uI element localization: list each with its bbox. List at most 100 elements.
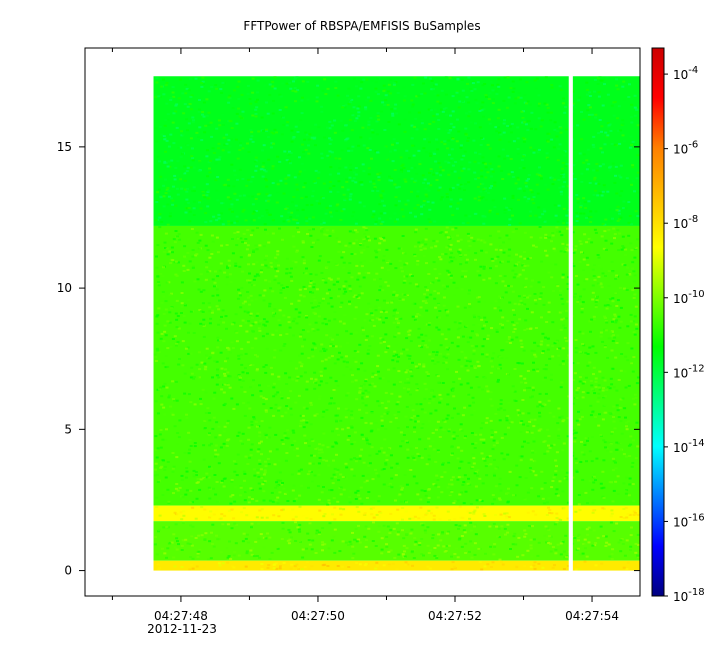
spectrogram-speckle <box>258 329 262 332</box>
spectrogram-speckle <box>408 517 412 520</box>
spectrogram-speckle <box>467 249 471 252</box>
spectrogram-speckle <box>210 265 214 268</box>
spectrogram-speckle <box>462 353 466 356</box>
spectrogram-speckle <box>364 380 368 383</box>
spectrogram-speckle <box>382 84 386 87</box>
spectrogram-speckle <box>513 471 517 474</box>
spectrogram-speckle <box>523 94 527 96</box>
spectrogram-speckle <box>633 106 637 109</box>
spectrogram-speckle <box>624 207 628 210</box>
spectrogram-speckle <box>235 523 239 526</box>
spectrogram-speckle <box>354 167 358 169</box>
spectrogram-speckle <box>468 550 471 553</box>
spectrogram-speckle <box>365 497 369 499</box>
spectrogram-speckle <box>410 99 414 102</box>
spectrogram-speckle <box>269 146 273 149</box>
spectrogram-speckle <box>464 254 468 257</box>
spectrogram-speckle <box>450 453 454 456</box>
spectrogram-speckle <box>180 474 184 477</box>
spectrogram-speckle <box>317 473 321 476</box>
spectrogram-speckle <box>295 249 299 252</box>
spectrogram-speckle <box>377 248 381 251</box>
spectrogram-speckle <box>408 111 412 114</box>
spectrogram-speckle <box>348 242 352 245</box>
spectrogram-speckle <box>223 425 227 428</box>
spectrogram-speckle <box>222 136 226 139</box>
spectrogram-speckle <box>626 325 630 328</box>
spectrogram-speckle <box>203 538 207 541</box>
spectrogram-speckle <box>396 401 400 403</box>
spectrogram-speckle <box>525 179 529 182</box>
spectrogram-speckle <box>299 294 303 297</box>
spectrogram-speckle <box>625 455 628 458</box>
spectrogram-speckle <box>473 316 476 319</box>
spectrogram-speckle <box>456 478 460 481</box>
spectrogram-speckle <box>449 122 453 125</box>
spectrogram-speckle <box>332 459 335 462</box>
spectrogram-speckle <box>624 438 628 441</box>
spectrogram-speckle <box>375 272 379 275</box>
spectrogram-speckle <box>635 109 639 111</box>
spectrogram-speckle <box>614 165 618 168</box>
spectrogram-speckle <box>365 395 369 398</box>
spectrogram-speckle <box>377 475 381 478</box>
spectrogram-speckle <box>426 289 429 292</box>
spectrogram-speckle <box>428 445 432 448</box>
spectrogram-speckle <box>399 156 403 159</box>
spectrogram-speckle <box>595 297 599 300</box>
spectrogram-speckle <box>335 453 338 456</box>
spectrogram-speckle <box>376 365 380 368</box>
spectrogram-speckle <box>550 240 553 243</box>
spectrogram-speckle <box>495 442 499 444</box>
spectrogram-speckle <box>334 476 337 479</box>
spectrogram-speckle <box>244 455 248 458</box>
spectrogram-speckle <box>416 260 420 262</box>
spectrogram-speckle <box>208 356 212 359</box>
spectrogram-speckle <box>362 150 366 153</box>
spectrogram-speckle <box>534 474 538 477</box>
spectrogram-speckle <box>278 227 281 230</box>
spectrogram-speckle <box>448 187 452 190</box>
spectrogram-speckle <box>309 401 313 404</box>
spectrogram-speckle <box>546 337 550 340</box>
spectrogram-speckle <box>475 513 479 516</box>
spectrogram-speckle <box>438 170 442 173</box>
spectrogram-speckle <box>481 196 485 199</box>
spectrogram-speckle <box>619 449 623 451</box>
spectrogram-speckle <box>374 421 378 424</box>
spectrogram-speckle <box>483 241 487 244</box>
spectrogram-speckle <box>203 362 207 365</box>
spectrogram-speckle <box>554 470 558 473</box>
spectrogram-speckle <box>599 434 603 436</box>
spectrogram-speckle <box>448 221 452 224</box>
spectrogram-speckle <box>433 297 437 300</box>
spectrogram-speckle <box>339 473 343 476</box>
spectrogram-speckle <box>621 245 625 247</box>
spectrogram-speckle <box>492 498 496 501</box>
spectrogram-speckle <box>254 244 258 247</box>
spectrogram-speckle <box>329 211 333 214</box>
spectrogram-speckle <box>208 171 212 174</box>
spectrogram-speckle <box>599 177 603 180</box>
spectrogram-speckle <box>277 282 281 285</box>
spectrogram-speckle <box>601 104 605 107</box>
spectrogram-speckle <box>461 516 465 519</box>
spectrogram-speckle <box>424 144 428 147</box>
spectrogram-speckle <box>491 494 495 497</box>
spectrogram-speckle <box>439 352 442 355</box>
spectrogram-speckle <box>226 196 230 199</box>
spectrogram-speckle <box>294 308 298 311</box>
spectrogram-speckle <box>519 96 523 99</box>
spectrogram-speckle <box>550 373 553 376</box>
spectrogram-speckle <box>392 367 396 370</box>
spectrogram-speckle <box>162 313 166 315</box>
spectrogram-speckle <box>201 80 205 83</box>
spectrogram-speckle <box>419 403 423 406</box>
spectrogram-speckle <box>157 282 160 285</box>
spectrogram-speckle <box>376 190 380 192</box>
spectrogram-speckle <box>600 194 604 197</box>
spectrogram-speckle <box>183 256 187 259</box>
spectrogram-speckle <box>345 180 349 183</box>
spectrogram-speckle <box>475 333 479 336</box>
spectrogram-speckle <box>164 150 167 153</box>
